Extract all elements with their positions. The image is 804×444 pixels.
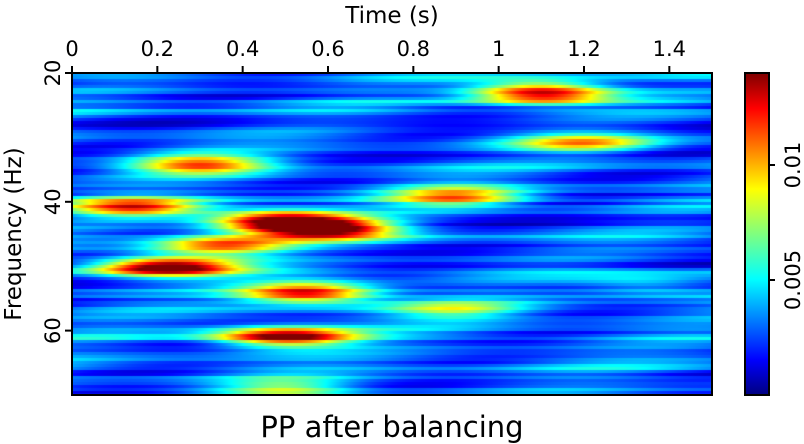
colorbar-tick-label: 0.01 bbox=[781, 142, 804, 189]
heatmap-container bbox=[72, 73, 712, 395]
y-axis: 20 40 60 bbox=[41, 60, 72, 344]
x-tick-label: 0.8 bbox=[397, 37, 430, 61]
x-tick-label: 0.6 bbox=[311, 37, 344, 61]
x-tick-label: 0.4 bbox=[226, 37, 259, 61]
colorbar: 0.005 0.01 bbox=[744, 72, 804, 396]
x-tick-label: 1.2 bbox=[567, 37, 600, 61]
plot-frame bbox=[71, 72, 713, 396]
y-axis-label: Frequency (Hz) bbox=[1, 147, 27, 320]
x-tick-label: 1 bbox=[492, 37, 505, 61]
colorbar-tick-label: 0.005 bbox=[781, 250, 804, 310]
colorbar-gradient bbox=[745, 73, 769, 395]
colorbar-ticks: 0.005 0.01 bbox=[769, 142, 804, 310]
x-axis: 0 0.2 0.4 0.6 0.8 1 1.2 1.4 bbox=[65, 37, 686, 73]
plot-area bbox=[71, 72, 713, 396]
x-tick-label: 0.2 bbox=[141, 37, 174, 61]
colorbar-frame bbox=[744, 72, 770, 396]
y-tick-label: 40 bbox=[41, 188, 65, 215]
x-tick-label: 0 bbox=[65, 37, 78, 61]
y-tick-label: 60 bbox=[41, 317, 65, 344]
x-axis-label: Time (s) bbox=[344, 3, 439, 29]
heatmap-image bbox=[72, 73, 712, 395]
x-tick-label: 1.4 bbox=[653, 37, 686, 61]
chart-title: PP after balancing bbox=[260, 410, 523, 444]
y-tick-label: 20 bbox=[41, 60, 65, 87]
